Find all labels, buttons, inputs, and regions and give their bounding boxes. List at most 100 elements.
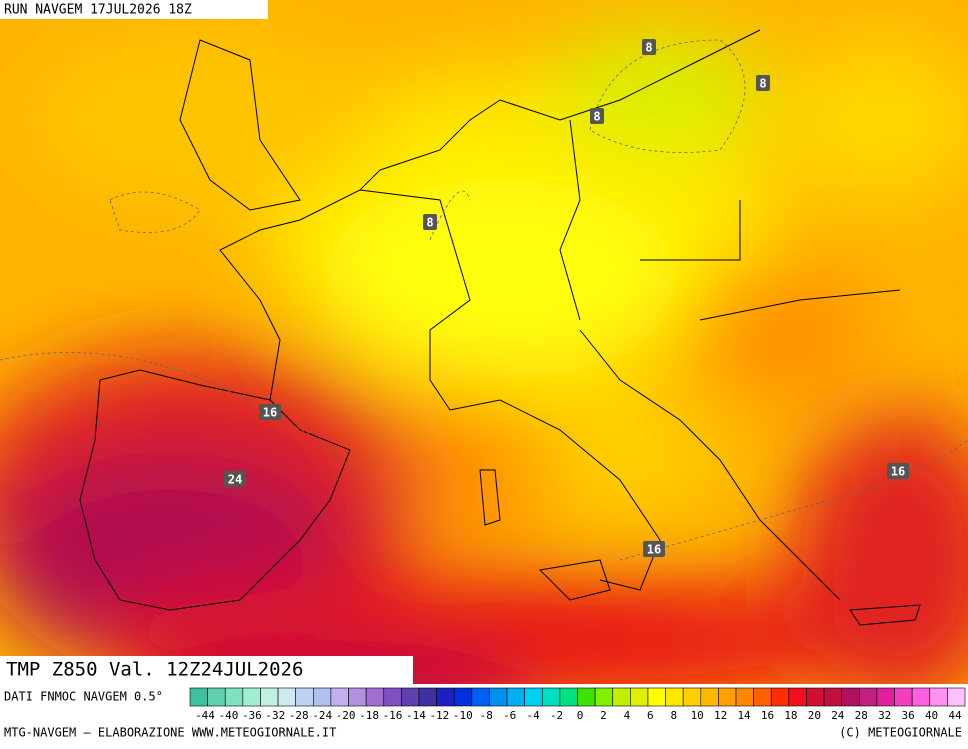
color-scale: -44 -40 -36 -32 -28 -24 -20 -18 -16 -14 -12 -10 -8 -6…: [189, 687, 966, 722]
scale-swatch: [753, 687, 772, 707]
contour-label: 16: [891, 465, 905, 479]
contour-label-box: [423, 214, 437, 230]
scale-swatch: [911, 687, 931, 707]
header-box: [0, 0, 268, 19]
scale-swatch: [436, 687, 455, 707]
scale-swatch: [453, 687, 473, 707]
scale-swatch: [594, 687, 614, 707]
scale-label: -6: [503, 709, 516, 722]
scale-swatch: [841, 687, 860, 707]
scale-swatch: [348, 687, 367, 707]
scale-swatch: [559, 687, 578, 707]
scale-swatch: [401, 687, 420, 707]
contour-label: 16: [647, 543, 661, 557]
scale-label: -18: [359, 709, 379, 722]
scale-swatch: [929, 687, 948, 707]
source-label: DATI FNMOC NAVGEM 0.5°: [4, 690, 163, 704]
scale-label: 44: [948, 709, 962, 722]
scale-swatch: [224, 687, 244, 707]
contour-labels: 8 8 8 8 16 16 16 24: [224, 39, 909, 557]
scale-label: 6: [647, 709, 654, 722]
scale-swatch: [947, 687, 966, 707]
copyright-label: (C) METEOGIORNALE: [839, 726, 962, 740]
scale-label: 14: [737, 709, 751, 722]
scale-label: 36: [902, 709, 915, 722]
scale-swatch: [383, 687, 402, 707]
scale-label: 8: [670, 709, 677, 722]
scale-swatch: [700, 687, 719, 707]
scale-label: 18: [784, 709, 797, 722]
scale-label: 40: [925, 709, 938, 722]
scale-swatch: [541, 687, 561, 707]
scale-swatch: [718, 687, 737, 707]
scale-label: -10: [453, 709, 473, 722]
scale-label: -20: [336, 709, 356, 722]
contour-label: 8: [759, 77, 766, 91]
scale-swatch: [665, 687, 684, 707]
scale-label: -28: [289, 709, 309, 722]
scale-swatch: [524, 687, 543, 707]
scale-swatch: [312, 687, 332, 707]
scale-swatch: [471, 687, 490, 707]
scale-swatch: [894, 687, 913, 707]
contour-label: 8: [426, 216, 433, 230]
scale-swatch: [189, 687, 208, 707]
contour-label-box: [756, 75, 770, 91]
run-title: RUN NAVGEM 17JUL2026 18Z: [4, 3, 192, 18]
scale-swatch: [647, 687, 666, 707]
scale-label: -32: [265, 709, 285, 722]
scale-label: -16: [383, 709, 403, 722]
scale-label: -44: [195, 709, 215, 722]
contour-label-box: [643, 541, 665, 557]
scale-swatch: [330, 687, 349, 707]
scale-label: -4: [527, 709, 541, 722]
contour-label: 8: [645, 41, 652, 55]
contour-label: 16: [263, 406, 277, 420]
product-box: [0, 656, 413, 684]
scale-label: 32: [878, 709, 891, 722]
contour-label: 24: [228, 473, 242, 487]
scale-swatch: [489, 687, 508, 707]
scale-swatch: [630, 687, 649, 707]
scale-label: 10: [691, 709, 704, 722]
scale-swatch: [260, 687, 279, 707]
scale-label: -40: [219, 709, 239, 722]
scale-label: 20: [808, 709, 821, 722]
scale-label: 28: [855, 709, 868, 722]
scale-swatch: [823, 687, 843, 707]
scale-swatch: [277, 687, 296, 707]
coastlines: [79, 29, 921, 626]
scale-label: 0: [577, 709, 584, 722]
scale-label: -2: [550, 709, 563, 722]
scale-label: 2: [600, 709, 607, 722]
contour-label-box: [590, 108, 604, 124]
scale-swatch: [295, 687, 314, 707]
scale-label: -14: [406, 709, 426, 722]
scale-swatch: [242, 687, 261, 707]
contour-label-box: [887, 463, 909, 479]
contour-label-box: [259, 404, 281, 420]
credit-label: MTG-NAVGEM – ELABORAZIONE WWW.METEOGIORN…: [4, 726, 336, 740]
scale-label: -36: [242, 709, 262, 722]
scale-label: 24: [831, 709, 845, 722]
scale-swatch: [365, 687, 385, 707]
scale-label: -12: [429, 709, 449, 722]
contour-label: 8: [593, 110, 600, 124]
scale-label: 12: [714, 709, 727, 722]
scale-swatch: [506, 687, 525, 707]
scale-swatch: [418, 687, 437, 707]
scale-swatch: [806, 687, 825, 707]
scale-swatch: [788, 687, 807, 707]
scale-label: 16: [761, 709, 774, 722]
scale-label: -8: [480, 709, 493, 722]
product-title: TMP Z850 Val. 12Z24JUL2026: [6, 659, 303, 681]
scale-swatch: [577, 687, 596, 707]
scale-label: 4: [624, 709, 631, 722]
scale-swatch: [612, 687, 631, 707]
scale-label: -24: [312, 709, 332, 722]
contour-label-box: [642, 39, 656, 55]
contour-label-box: [224, 471, 246, 487]
scale-swatch: [859, 687, 878, 707]
